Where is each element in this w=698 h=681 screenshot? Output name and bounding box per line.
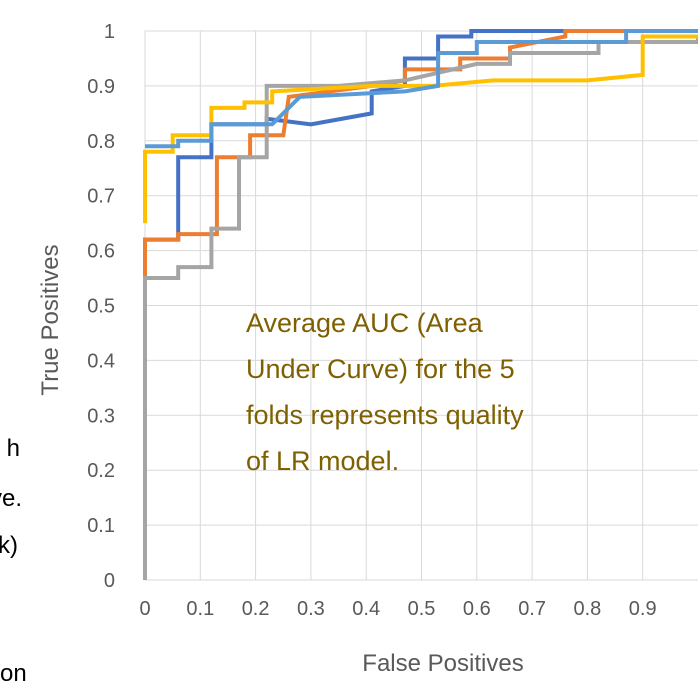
y-axis-ticks: 0 0.1 0.2 0.3 0.4 0.5 0.6 0.7 0.8 0.9 1 (87, 21, 115, 592)
x-axis-ticks: 0 0.1 0.2 0.3 0.4 0.5 0.6 0.7 0.8 0.9 (139, 598, 656, 620)
y-tick-label: 0.6 (87, 241, 115, 263)
y-tick-label: 0.2 (87, 460, 115, 482)
y-tick-label: 0.1 (87, 515, 115, 537)
x-tick-label: 0.5 (408, 598, 436, 620)
x-tick-label: 0.6 (463, 598, 491, 620)
x-tick-label: 0 (139, 598, 150, 620)
annotation-line-4: of LR model. (246, 446, 399, 476)
clipped-left-text: h rve. nk) (0, 435, 22, 559)
clipped-text-3: nk) (0, 532, 18, 559)
x-tick-label: 0.3 (297, 598, 325, 620)
x-tick-label: 0.9 (629, 598, 657, 620)
roc-curve-3 (143, 36, 698, 580)
x-tick-label: 0.2 (242, 598, 270, 620)
annotation-line-1: Average AUC (Area (246, 308, 484, 338)
annotation-line-3: folds represents quality (246, 400, 524, 430)
y-tick-label: 0.8 (87, 131, 115, 153)
roc-curve-1 (143, 29, 698, 580)
x-axis-title: False Positives (362, 650, 523, 677)
y-axis-title: True Positives (37, 244, 64, 395)
y-tick-label: 1 (104, 21, 115, 43)
x-tick-label: 0.4 (352, 598, 380, 620)
y-tick-label: 0.5 (87, 296, 115, 318)
x-tick-label: 0.7 (518, 598, 546, 620)
y-tick-label: 0.3 (87, 405, 115, 427)
roc-curves (143, 29, 698, 580)
y-tick-label: 0 (104, 570, 115, 592)
clipped-bottom-text: on (0, 660, 27, 681)
roc-curve-4 (143, 34, 698, 224)
gridlines (144, 30, 698, 581)
roc-curve-5 (145, 29, 698, 149)
annotation-text: Average AUC (Area Under Curve) for the 5… (246, 308, 524, 476)
x-tick-label: 0.1 (186, 598, 214, 620)
y-tick-label: 0.9 (87, 76, 115, 98)
y-tick-label: 0.7 (87, 186, 115, 208)
y-tick-label: 0.4 (87, 350, 115, 372)
x-tick-label: 0.8 (573, 598, 601, 620)
clipped-text-1: h (7, 435, 20, 462)
annotation-line-2: Under Curve) for the 5 (246, 354, 515, 384)
roc-curve-2 (143, 29, 698, 580)
clipped-text-2: rve. (0, 485, 22, 512)
